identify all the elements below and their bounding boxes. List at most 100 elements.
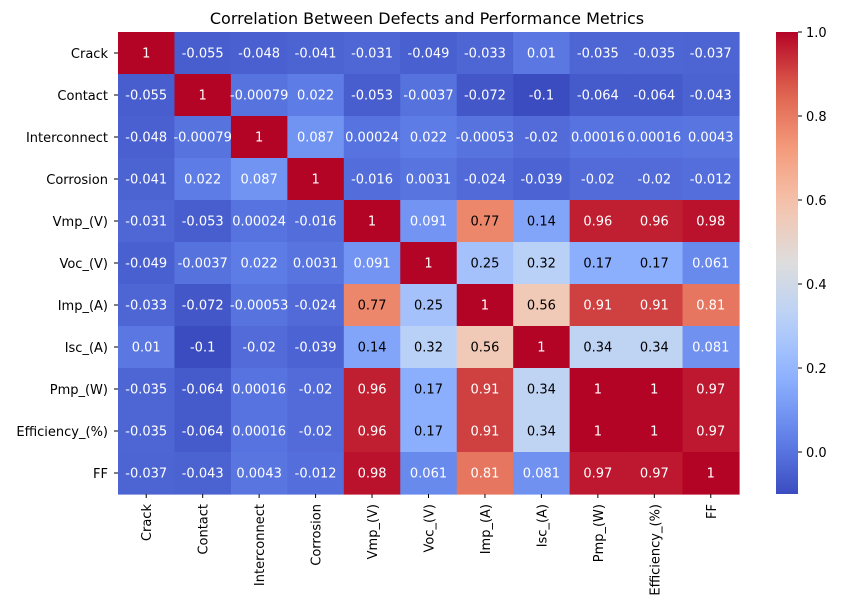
- heatmap-cell: [456, 200, 514, 243]
- heatmap-cell: [626, 74, 684, 117]
- heatmap-cell-label: 1: [311, 173, 319, 188]
- heatmap-cell: [343, 200, 401, 243]
- heatmap-cell: [400, 284, 458, 327]
- colorbar: [776, 32, 798, 494]
- y-tick-label: Pmp_(W): [50, 383, 108, 398]
- heatmap-cell: [287, 452, 345, 495]
- x-tick-labels: Crack Contact Interconnect Corrosion Vmp_(V)…: [140, 494, 720, 596]
- heatmap-cell-label: 0.0043: [688, 131, 734, 146]
- heatmap-cell: [626, 32, 684, 75]
- heatmap-cell-label: -0.00053: [456, 131, 514, 146]
- heatmap-cell: [456, 242, 514, 285]
- heatmap-cell: [626, 116, 684, 159]
- heatmap-cell: [230, 242, 288, 285]
- heatmap-cell: [287, 200, 345, 243]
- heatmap-cell-label: 0.0031: [293, 257, 339, 272]
- heatmap-cell-label: -0.055: [182, 47, 224, 62]
- heatmap-cell: [400, 410, 458, 453]
- heatmap-cell-label: -0.033: [464, 47, 506, 62]
- heatmap-cell-label: -0.064: [182, 383, 224, 398]
- heatmap-cell: [569, 200, 627, 243]
- heatmap-cell-label: -0.016: [295, 215, 337, 230]
- heatmap-cell: [230, 32, 288, 75]
- heatmap-cell-label: 0.091: [410, 215, 447, 230]
- heatmap-cell: [682, 158, 740, 201]
- heatmap-cell: [456, 326, 514, 369]
- heatmap-cell: [343, 242, 401, 285]
- heatmap-cell: [400, 242, 458, 285]
- heatmap-cell-label: 0.32: [414, 341, 443, 356]
- heatmap-cell-label: 0.17: [640, 257, 669, 272]
- heatmap-cell-label: -0.035: [125, 383, 167, 398]
- heatmap-cell: [400, 326, 458, 369]
- colorbar-tick-label: 1.0: [806, 26, 827, 41]
- heatmap-cell-label: 0.96: [358, 425, 387, 440]
- heatmap-cell: [174, 158, 232, 201]
- heatmap-cell-label: 0.022: [297, 89, 334, 104]
- heatmap-cell: [287, 116, 345, 159]
- heatmap-cell-label: 0.081: [692, 341, 729, 356]
- heatmap-cell: [174, 368, 232, 411]
- heatmap-cell: [287, 158, 345, 201]
- x-tick-label: Imp_(A): [479, 504, 494, 554]
- x-tick-label: Interconnect: [253, 504, 268, 586]
- heatmap-cell-label: -0.064: [577, 89, 619, 104]
- heatmap-cell: [118, 284, 176, 327]
- heatmap-cell: [118, 452, 176, 495]
- heatmap-cell-label: 0.96: [583, 215, 612, 230]
- heatmap-cell: [682, 410, 740, 453]
- heatmap-cell-label: -0.02: [299, 425, 333, 440]
- y-tick-label: Voc_(V): [59, 257, 108, 272]
- heatmap-cell: [513, 284, 571, 327]
- heatmap-cell: [626, 284, 684, 327]
- heatmap-cell-label: -0.055: [125, 89, 167, 104]
- heatmap-cell-label: 0.0043: [236, 467, 282, 482]
- heatmap-cell: [626, 200, 684, 243]
- heatmap-cell: [456, 452, 514, 495]
- y-tick-label: Corrosion: [46, 173, 108, 188]
- heatmap-cell: [569, 368, 627, 411]
- heatmap-cell: [682, 32, 740, 75]
- colorbar-ticks: 0.0 0.2 0.4 0.6 0.8 1.0: [798, 26, 827, 461]
- heatmap-cell: [118, 242, 176, 285]
- y-tick-label: Interconnect: [26, 131, 108, 146]
- heatmap-cell-label: -0.024: [464, 173, 506, 188]
- heatmap-cell-label: 1: [255, 131, 263, 146]
- heatmap-cell-label: -0.041: [125, 173, 167, 188]
- heatmap-cell-label: -0.031: [125, 215, 167, 230]
- heatmap-cell-label: 0.081: [523, 467, 560, 482]
- heatmap-cell: [456, 32, 514, 75]
- heatmap-cell-label: -0.016: [351, 173, 393, 188]
- heatmap-cell: [456, 368, 514, 411]
- colorbar-tick-label: 0.8: [806, 110, 827, 125]
- heatmap-cell-label: 0.022: [410, 131, 447, 146]
- heatmap-cell: [682, 326, 740, 369]
- y-tick-label: Isc_(A): [65, 341, 108, 356]
- heatmap-cell-label: 0.77: [470, 215, 499, 230]
- heatmap-cell-label: 0.91: [640, 299, 669, 314]
- heatmap-cell-label: 0.0031: [406, 173, 452, 188]
- heatmap-cell-label: 0.14: [358, 341, 387, 356]
- heatmap-cell-label: -0.02: [299, 383, 333, 398]
- heatmap-cell: [118, 326, 176, 369]
- heatmap-cell-label: -0.012: [690, 173, 732, 188]
- heatmap-cell-label: -0.00079: [173, 131, 231, 146]
- heatmap-cell: [287, 284, 345, 327]
- heatmap-cell: [287, 326, 345, 369]
- heatmap-cell: [400, 32, 458, 75]
- heatmap-cell-label: -0.035: [577, 47, 619, 62]
- y-tick-label: Imp_(A): [58, 299, 108, 314]
- heatmap-cell: [626, 242, 684, 285]
- heatmap-cell-label: 0.91: [583, 299, 612, 314]
- heatmap-cell: [343, 368, 401, 411]
- heatmap-cell: [513, 116, 571, 159]
- heatmap-cell: [513, 326, 571, 369]
- heatmap-cell-label: 0.56: [527, 299, 556, 314]
- heatmap-cell: [626, 368, 684, 411]
- heatmap-cell-label: -0.02: [525, 131, 559, 146]
- heatmap-cell-label: 0.97: [583, 467, 612, 482]
- heatmap-cell: [456, 158, 514, 201]
- heatmap-cell-label: 0.01: [527, 47, 556, 62]
- heatmap-cell: [682, 116, 740, 159]
- heatmap-cell: [682, 242, 740, 285]
